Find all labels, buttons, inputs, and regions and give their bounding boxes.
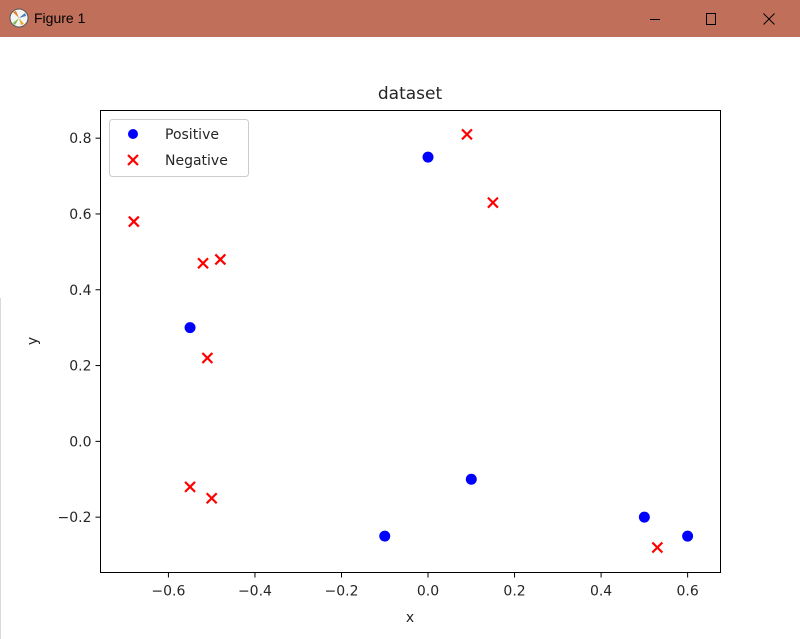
negative-point bbox=[197, 257, 209, 270]
positive-point bbox=[379, 530, 391, 542]
maximize-button[interactable] bbox=[688, 0, 734, 37]
positive-point bbox=[638, 511, 650, 523]
window-titlebar[interactable]: Figure 1 bbox=[0, 0, 800, 37]
legend-positive-label: Positive bbox=[165, 127, 219, 143]
y-tick-label: −0.2 bbox=[58, 510, 92, 526]
close-button[interactable] bbox=[746, 0, 792, 37]
x-tick-label: −0.2 bbox=[324, 584, 358, 600]
positive-point bbox=[422, 151, 434, 163]
negative-point bbox=[128, 215, 140, 228]
axes-frame bbox=[100, 110, 721, 573]
x-axis-label: x bbox=[406, 610, 414, 626]
x-tick-label: −0.6 bbox=[151, 584, 185, 600]
negative-point bbox=[487, 196, 499, 209]
negative-point bbox=[651, 541, 664, 554]
negative-point bbox=[214, 253, 227, 266]
legend-negative-marker-icon bbox=[127, 154, 139, 166]
x-axis: −0.6 −0.4 −0.2 0.0 0.2 0.4 0.6 bbox=[151, 572, 699, 600]
negative-point bbox=[461, 128, 473, 141]
window-title: Figure 1 bbox=[34, 10, 86, 26]
matplotlib-app-icon bbox=[9, 8, 29, 28]
x-tick-label: −0.4 bbox=[238, 584, 272, 600]
negative-point bbox=[205, 492, 218, 504]
x-tick-label: 0.2 bbox=[503, 584, 525, 600]
close-icon bbox=[763, 12, 775, 25]
legend-negative-label: Negative bbox=[165, 153, 228, 169]
y-axis: −0.2 0.0 0.2 0.4 0.6 0.8 bbox=[58, 131, 101, 526]
y-axis-label: y bbox=[25, 337, 41, 345]
legend-box bbox=[109, 119, 249, 177]
positive-point bbox=[682, 530, 694, 542]
negative-point bbox=[201, 352, 214, 364]
window-edge bbox=[0, 298, 1, 639]
maximize-icon bbox=[706, 12, 716, 25]
negative-point bbox=[184, 481, 196, 493]
positive-point bbox=[184, 322, 196, 334]
legend: Positive Negative bbox=[109, 119, 249, 177]
x-tick-label: 0.4 bbox=[590, 584, 612, 600]
x-tick-label: 0.6 bbox=[676, 584, 698, 600]
x-tick-label: 0.0 bbox=[417, 584, 439, 600]
y-tick-label: 0.8 bbox=[69, 131, 91, 147]
legend-positive-marker-icon bbox=[128, 129, 138, 139]
y-tick-label: 0.6 bbox=[69, 207, 91, 223]
positive-point bbox=[465, 473, 477, 485]
minimize-button[interactable] bbox=[632, 0, 678, 37]
y-tick-label: 0.4 bbox=[69, 283, 91, 299]
y-tick-label: 0.2 bbox=[69, 359, 91, 375]
plot-area bbox=[128, 128, 694, 554]
minimize-icon bbox=[650, 18, 660, 20]
chart-title: dataset bbox=[378, 84, 443, 104]
y-tick-label: 0.0 bbox=[69, 434, 91, 450]
